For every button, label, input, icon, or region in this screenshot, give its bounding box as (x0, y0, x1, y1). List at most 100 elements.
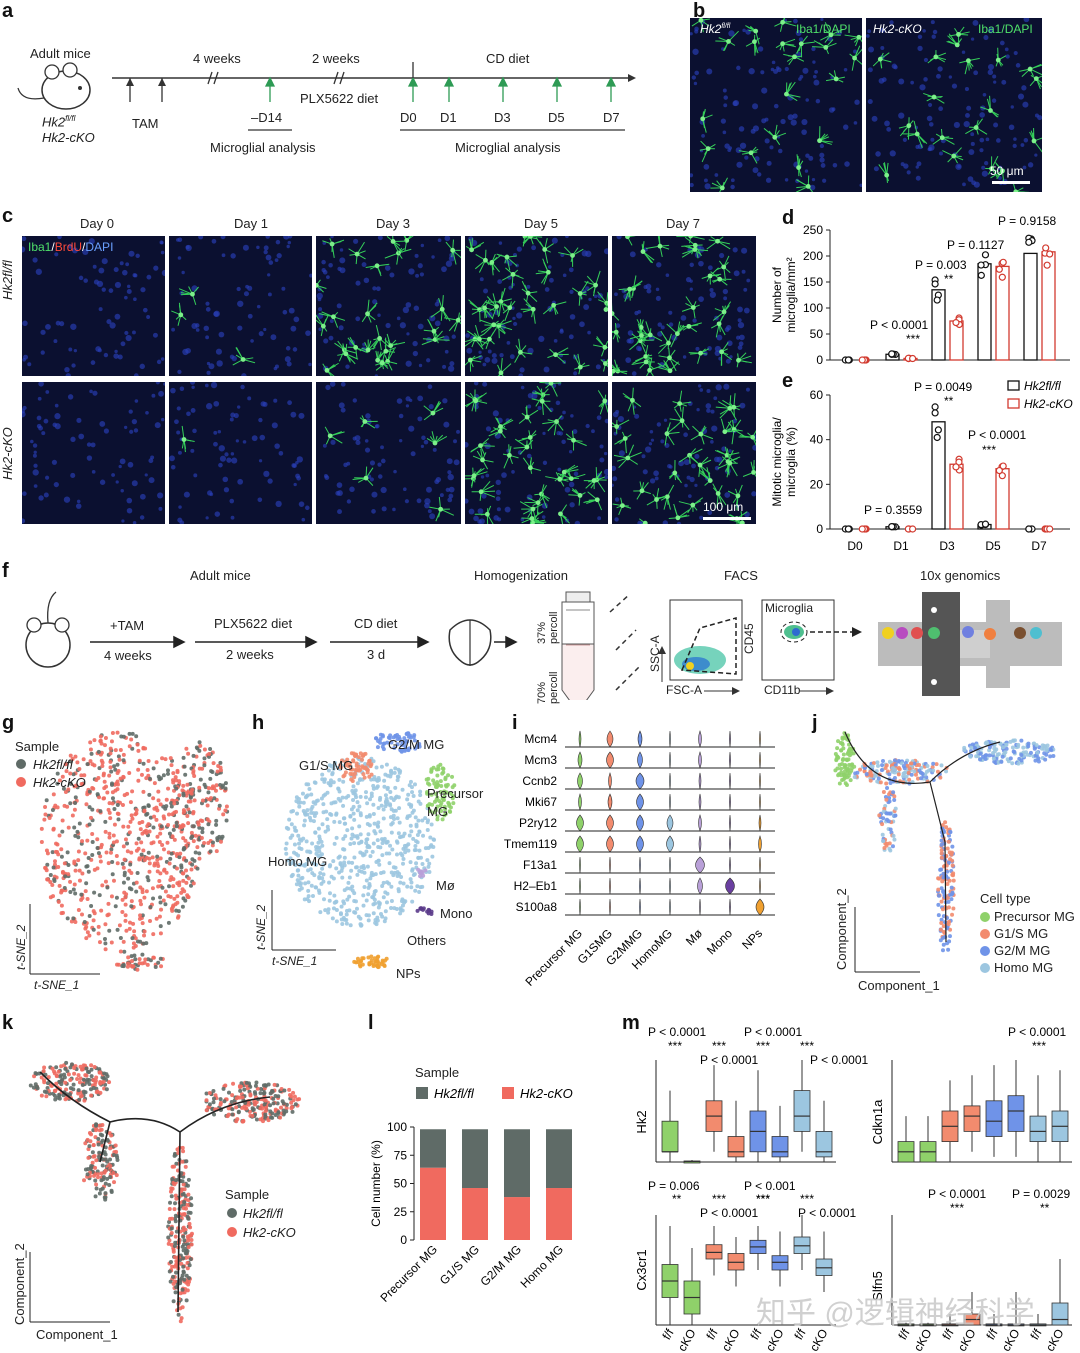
microglia-soma (545, 269, 551, 275)
h-cell-point (295, 811, 300, 816)
cd-diet-label: CD diet (486, 51, 530, 66)
dapi-nucleus (220, 236, 226, 240)
h-cell-point (336, 855, 341, 860)
j-cell-point (847, 771, 852, 776)
microglia-soma (715, 238, 720, 244)
dapi-nucleus (649, 430, 654, 434)
g-cell-point (145, 962, 150, 967)
dapi-nucleus (283, 236, 290, 240)
g-cell-point (102, 786, 107, 791)
dapi-nucleus (442, 364, 447, 369)
j-cell-point (870, 764, 875, 769)
dapi-nucleus (364, 447, 371, 453)
dapi-nucleus (854, 99, 860, 105)
g-cell-point (189, 867, 194, 872)
h-cell-point (296, 833, 301, 838)
dapi-nucleus (993, 122, 999, 128)
g-cell-point (97, 795, 102, 800)
dapi-nucleus (527, 392, 534, 399)
g-cell-point (197, 825, 202, 830)
tp-d1: D1 (440, 110, 457, 125)
dapi-nucleus (92, 390, 98, 396)
h-cell-point (367, 961, 372, 966)
g-cell-point (122, 873, 127, 878)
j-cell-point (846, 757, 851, 762)
g-cell-point (97, 940, 102, 945)
dapi-nucleus (722, 288, 729, 295)
dapi-nucleus (1020, 143, 1025, 147)
dapi-nucleus (36, 415, 42, 421)
dapi-nucleus (706, 408, 711, 413)
dapi-nucleus (984, 161, 989, 166)
g-cell-point (123, 837, 128, 842)
microglia-cell (796, 35, 815, 58)
h-cell-point (379, 962, 384, 967)
h-cell-point (396, 795, 401, 800)
dapi-nucleus (603, 451, 608, 456)
h-cell-point (352, 753, 357, 758)
g-cell-point (115, 782, 120, 787)
dapi-nucleus (604, 474, 608, 480)
e-ylabel: Mitotic microglia/microglia (%) (770, 417, 798, 507)
h-cell-point (308, 867, 313, 872)
dapi-nucleus (177, 256, 182, 260)
microglia-soma (504, 254, 510, 260)
g-cell-point (207, 797, 212, 802)
microglia-cell (423, 318, 440, 344)
dapi-nucleus (748, 68, 755, 75)
g-cell-point (114, 895, 119, 900)
h-cell-point (394, 907, 399, 912)
genotype-2: Hk2-cKO (42, 130, 95, 145)
dapi-nucleus (599, 444, 604, 449)
g-cell-point (156, 774, 161, 779)
h-cell-point (406, 848, 411, 853)
dapi-nucleus (737, 306, 743, 313)
g-cell-point (151, 796, 156, 801)
micrograph-c-ko-d1 (169, 382, 312, 524)
g-cell-point (223, 786, 228, 791)
micrograph-c-wt-d1 (169, 236, 312, 376)
g-cell-point (117, 923, 122, 928)
dapi-nucleus (371, 509, 376, 514)
dapi-nucleus (820, 163, 826, 168)
microglia-soma (525, 290, 531, 296)
dapi-nucleus (78, 275, 84, 281)
c-day-7: Day 7 (666, 216, 700, 231)
g-cell-point (190, 862, 195, 867)
g-cell-point (186, 895, 191, 900)
microglia-cell (518, 405, 539, 424)
g-cell-point (84, 864, 89, 869)
microglia-soma (721, 309, 727, 315)
microglia-process (631, 400, 635, 415)
h-cell-point (421, 833, 426, 838)
microglia-process (681, 249, 696, 258)
microglia-process (729, 462, 738, 477)
h-cell-point (310, 804, 315, 809)
microglia-soma (792, 54, 797, 60)
microglia-soma (343, 351, 349, 357)
j-cell-point (871, 761, 876, 766)
g-cell-point (224, 804, 229, 809)
microglia-cell (181, 425, 195, 453)
g-cell-point (151, 825, 156, 830)
dapi-nucleus (338, 325, 344, 331)
micrograph-render (465, 236, 608, 376)
h-cell-point (371, 911, 376, 916)
h-cell-point (408, 860, 413, 865)
microglia-soma (619, 503, 625, 509)
microglia-process (726, 462, 731, 478)
dapi-nucleus (135, 253, 140, 259)
micrograph-c-wt-d3 (316, 236, 461, 376)
h-cell-point (395, 742, 400, 747)
dapi-nucleus (889, 150, 896, 157)
microglia-cell (496, 253, 518, 271)
g-cell-point (90, 807, 95, 812)
h-cell-point (355, 781, 360, 786)
dapi-nucleus (405, 360, 412, 367)
dapi-nucleus (222, 476, 229, 483)
h-cell-point (341, 779, 346, 784)
h-cell-point (388, 843, 393, 848)
h-cell-point (325, 817, 330, 822)
h-cell-point (373, 918, 378, 923)
d-stat-3: P = 0.1127 (947, 238, 1005, 252)
